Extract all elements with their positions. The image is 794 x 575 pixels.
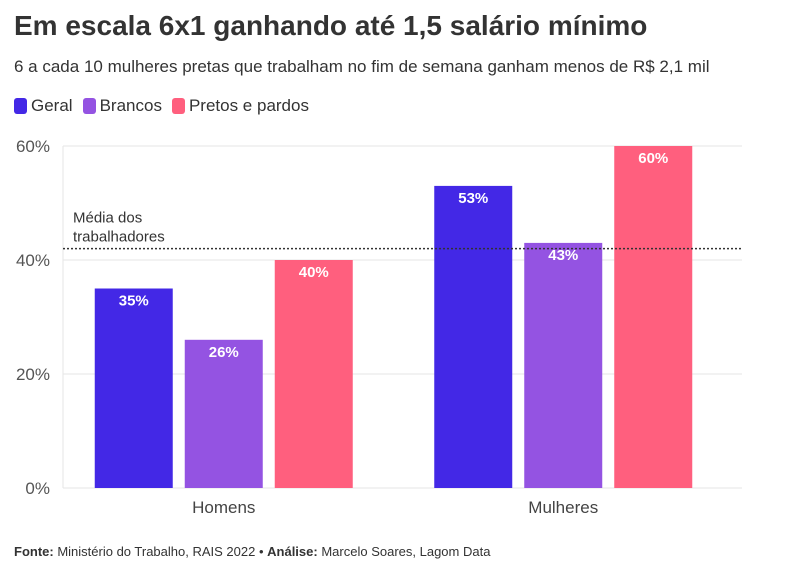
- reference-line-label: trabalhadores: [73, 229, 165, 246]
- y-tick-label: 20%: [16, 365, 50, 384]
- legend-item-geral: Geral: [14, 96, 73, 116]
- data-label: 26%: [209, 344, 239, 361]
- data-label: 60%: [638, 150, 668, 167]
- bar: [94, 288, 173, 488]
- data-label: 35%: [119, 293, 149, 310]
- x-tick-label: Mulheres: [528, 498, 598, 517]
- data-label: 53%: [458, 190, 488, 207]
- bar: [184, 339, 263, 488]
- source-label: Fonte:: [14, 544, 54, 559]
- legend-swatch: [82, 98, 96, 114]
- legend-swatch: [171, 98, 185, 114]
- chart-title: Em escala 6x1 ganhando até 1,5 salário m…: [14, 10, 648, 41]
- legend-label: Geral: [31, 96, 73, 115]
- legend-label: Pretos e pardos: [188, 96, 309, 115]
- source-footer: Fonte: Ministério do Trabalho, RAIS 2022…: [14, 544, 490, 559]
- y-tick-label: 40%: [16, 251, 50, 270]
- legend-label: Brancos: [99, 96, 162, 115]
- legend: Geral Brancos Pretos e pardos: [14, 96, 309, 116]
- source-text: Ministério do Trabalho, RAIS 2022 •: [57, 544, 264, 559]
- legend-swatch: [14, 98, 27, 114]
- data-label: 40%: [299, 264, 329, 281]
- bar: [614, 146, 693, 488]
- legend-item-pretos-e-pardos: Pretos e pardos: [171, 96, 309, 116]
- analysis-label: Análise:: [267, 544, 318, 559]
- reference-line-label: Média dos: [73, 210, 142, 227]
- y-tick-label: 0%: [25, 479, 50, 498]
- legend-item-brancos: Brancos: [82, 96, 162, 116]
- bar: [524, 242, 603, 488]
- y-tick-label: 60%: [16, 137, 50, 156]
- analysis-text: Marcelo Soares, Lagom Data: [321, 544, 491, 559]
- bar: [274, 260, 353, 488]
- chart-subtitle: 6 a cada 10 mulheres pretas que trabalha…: [14, 57, 710, 76]
- bar: [434, 185, 513, 488]
- data-label: 43%: [548, 247, 578, 264]
- bar-chart: 0% 20% 40% 60% 35% 26% 40% Homens 53% 43% 60% Mulhe…: [16, 137, 742, 517]
- x-tick-label: Homens: [192, 498, 255, 517]
